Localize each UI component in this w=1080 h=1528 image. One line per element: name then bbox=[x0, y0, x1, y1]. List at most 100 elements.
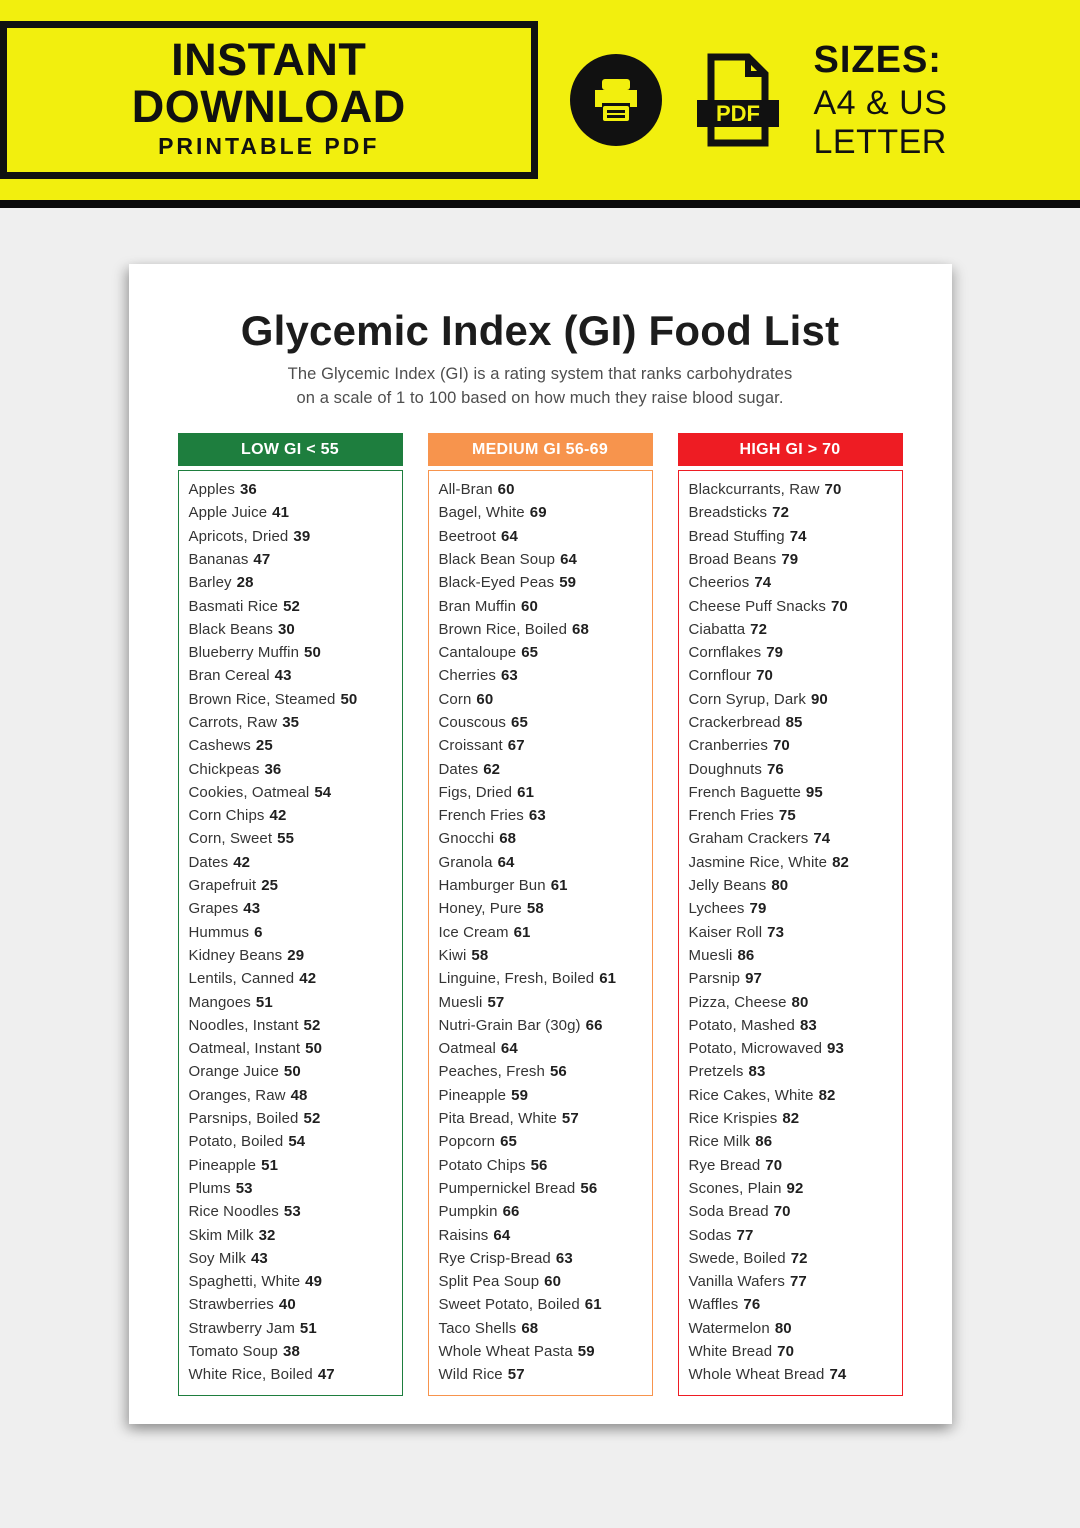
food-gi-value: 74 bbox=[754, 574, 772, 592]
food-item-row: Blueberry Muffin 50 bbox=[189, 641, 398, 664]
food-name: Bran Cereal bbox=[188, 667, 270, 685]
food-name: Pizza, Cheese bbox=[688, 993, 787, 1011]
food-gi-value: 52 bbox=[283, 597, 300, 615]
food-gi-value: 72 bbox=[750, 620, 768, 638]
food-item-row: Crackerbread 85 bbox=[689, 711, 898, 734]
food-name: Black Beans bbox=[188, 620, 273, 638]
food-item-row: Rice Noodles 53 bbox=[189, 1200, 398, 1223]
food-gi-value: 65 bbox=[521, 644, 539, 662]
food-gi-value: 43 bbox=[243, 900, 261, 918]
food-item-row: Rice Cakes, White 82 bbox=[689, 1084, 898, 1107]
food-item-row: Potato, Microwaved 93 bbox=[689, 1037, 898, 1060]
food-item-row: Doughnuts 76 bbox=[689, 758, 898, 781]
food-item-row: Noodles, Instant 52 bbox=[189, 1014, 398, 1037]
food-item-row: Cherries 63 bbox=[439, 664, 648, 687]
food-name: Blackcurrants, Raw bbox=[688, 481, 820, 499]
food-gi-value: 60 bbox=[521, 597, 538, 615]
food-gi-value: 51 bbox=[261, 1156, 279, 1174]
food-item-row: Tomato Soup 38 bbox=[189, 1340, 398, 1363]
food-gi-value: 60 bbox=[497, 481, 515, 499]
food-gi-value: 70 bbox=[777, 1343, 795, 1361]
food-item-row: Rice Milk 86 bbox=[689, 1130, 898, 1153]
food-name: Figs, Dried bbox=[438, 783, 513, 801]
food-name: Grapes bbox=[188, 900, 239, 918]
food-item-row: French Baguette 95 bbox=[689, 781, 898, 804]
food-item-row: Corn 60 bbox=[439, 688, 648, 711]
food-item-row: Pumpkin 66 bbox=[439, 1200, 648, 1223]
food-item-row: Brown Rice, Boiled 68 bbox=[439, 618, 648, 641]
food-name: Dates bbox=[188, 853, 229, 871]
food-name: Spaghetti, White bbox=[188, 1273, 301, 1291]
food-name: Waffles bbox=[688, 1296, 739, 1314]
food-item-row: Taco Shells 68 bbox=[439, 1317, 648, 1340]
food-item-row: Cranberries 70 bbox=[689, 734, 898, 757]
food-gi-value: 43 bbox=[274, 667, 292, 685]
food-item-row: Pizza, Cheese 80 bbox=[689, 991, 898, 1014]
column-header-high: HIGH GI > 70 bbox=[677, 433, 903, 467]
food-item-row: Cornflour 70 bbox=[689, 664, 898, 687]
food-name: Barley bbox=[188, 574, 232, 592]
food-gi-value: 93 bbox=[827, 1040, 844, 1058]
food-item-row: Pineapple 51 bbox=[189, 1154, 398, 1177]
food-name: Apricots, Dried bbox=[188, 527, 289, 545]
food-item-row: Hamburger Bun 61 bbox=[439, 874, 648, 897]
food-gi-value: 82 bbox=[818, 1086, 836, 1104]
food-item-row: Wild Rice 57 bbox=[439, 1363, 648, 1386]
food-name: Granola bbox=[438, 853, 493, 871]
food-name: Corn, Sweet bbox=[188, 830, 273, 848]
food-name: Broad Beans bbox=[688, 550, 777, 568]
food-item-row: Apricots, Dried 39 bbox=[189, 525, 398, 548]
food-item-row: Cookies, Oatmeal 54 bbox=[189, 781, 398, 804]
food-gi-value: 83 bbox=[799, 1016, 817, 1034]
food-item-row: Split Pea Soup 60 bbox=[439, 1270, 648, 1293]
food-item-row: French Fries 75 bbox=[689, 804, 898, 827]
food-gi-value: 64 bbox=[500, 1040, 518, 1058]
food-name: Cornflour bbox=[688, 667, 752, 685]
food-gi-value: 64 bbox=[493, 1226, 511, 1244]
food-item-row: Popcorn 65 bbox=[439, 1130, 648, 1153]
food-gi-value: 52 bbox=[303, 1110, 321, 1128]
food-name: Wild Rice bbox=[438, 1366, 503, 1384]
food-name: Orange Juice bbox=[188, 1063, 279, 1081]
food-item-row: Oatmeal, Instant 50 bbox=[189, 1037, 398, 1060]
food-item-row: Pumpernickel Bread 56 bbox=[439, 1177, 648, 1200]
food-gi-value: 58 bbox=[471, 946, 489, 964]
sizes-block: SIZES: A4 & US LETTER bbox=[814, 39, 1080, 162]
food-name: Lychees bbox=[688, 900, 745, 918]
food-item-row: Black-Eyed Peas 59 bbox=[439, 571, 648, 594]
food-item-row: Skim Milk 32 bbox=[189, 1224, 398, 1247]
food-name: Cashews bbox=[188, 737, 251, 755]
food-name: Carrots, Raw bbox=[188, 714, 278, 731]
food-name: Rice Cakes, White bbox=[688, 1086, 814, 1104]
food-item-row: Vanilla Wafers 77 bbox=[689, 1270, 898, 1293]
food-name: Plums bbox=[188, 1179, 231, 1197]
food-gi-value: 29 bbox=[287, 946, 305, 964]
food-item-row: Black Bean Soup 64 bbox=[439, 548, 648, 571]
food-name: Muesli bbox=[438, 993, 483, 1011]
food-item-row: Soy Milk 43 bbox=[189, 1247, 398, 1270]
food-item-row: Strawberries 40 bbox=[189, 1293, 398, 1316]
food-gi-value: 72 bbox=[772, 504, 790, 522]
food-gi-value: 86 bbox=[755, 1133, 773, 1151]
food-gi-value: 77 bbox=[736, 1226, 754, 1244]
food-name: Peaches, Fresh bbox=[438, 1063, 545, 1081]
food-name: Sweet Potato, Boiled bbox=[438, 1296, 580, 1314]
food-item-row: Pretzels 83 bbox=[689, 1060, 898, 1083]
food-name: Cheese Puff Snacks bbox=[688, 597, 826, 615]
food-gi-value: 57 bbox=[487, 993, 505, 1011]
food-item-row: Kaiser Roll 73 bbox=[689, 921, 898, 944]
food-gi-value: 54 bbox=[314, 783, 332, 801]
food-name: Dates bbox=[438, 760, 479, 778]
food-gi-value: 59 bbox=[511, 1086, 529, 1104]
printer-icon bbox=[569, 54, 662, 146]
food-gi-value: 50 bbox=[340, 690, 358, 708]
food-name: Soy Milk bbox=[188, 1249, 246, 1267]
food-name: Bananas bbox=[188, 550, 249, 568]
food-name: Black Bean Soup bbox=[438, 550, 556, 568]
food-gi-value: 32 bbox=[258, 1226, 276, 1244]
food-gi-value: 51 bbox=[299, 1319, 317, 1337]
food-name: Rice Krispies bbox=[688, 1110, 778, 1128]
gi-columns: LOW GI < 55 Apples 36 Apple Juice 41 Apricots… bbox=[129, 433, 952, 1396]
food-item-row: Cashews 25 bbox=[189, 734, 398, 757]
food-gi-value: 79 bbox=[766, 644, 784, 662]
